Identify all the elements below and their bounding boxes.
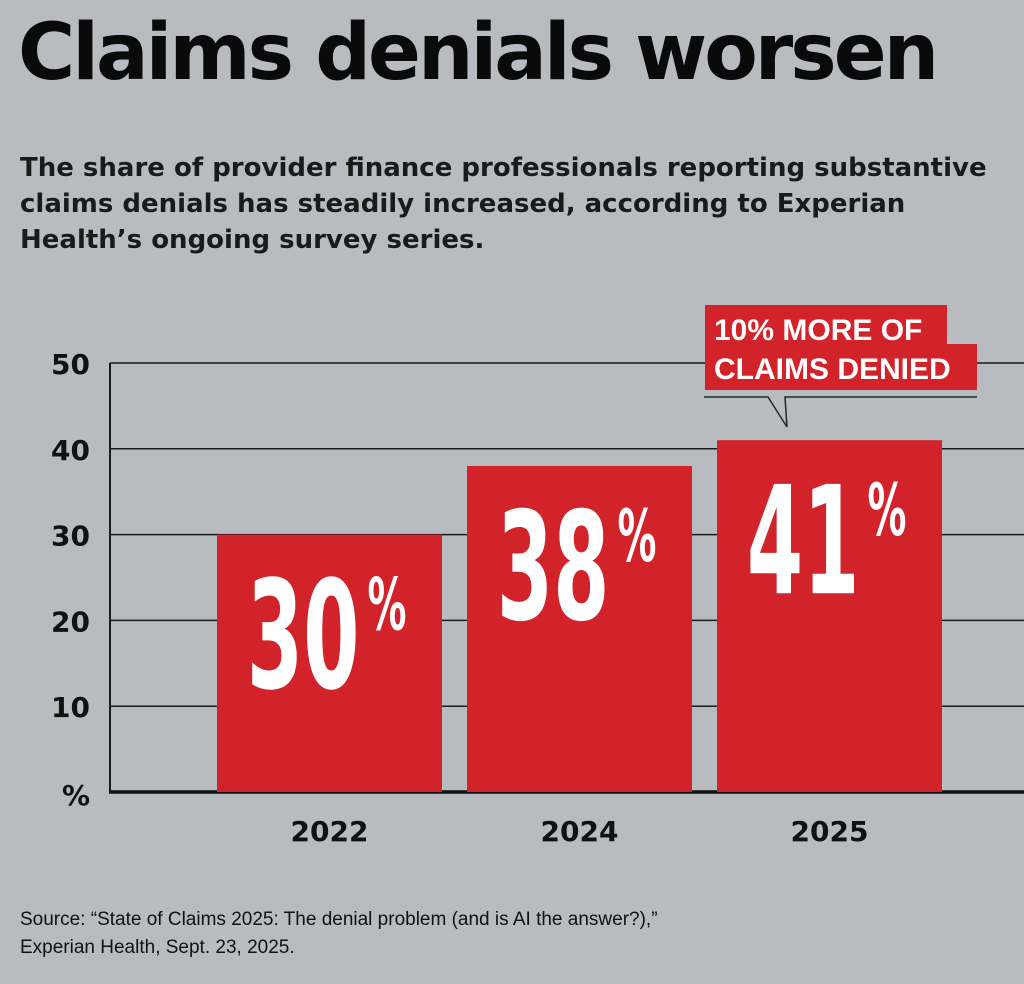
chart-subtitle: The share of provider finance profession…	[20, 153, 987, 255]
data-label: 38	[497, 481, 610, 656]
data-label-percent: %	[368, 564, 407, 648]
callout-annotation: 10% MORE OF CLAIMS DENIED	[704, 305, 977, 428]
data-label-percent: %	[618, 495, 657, 579]
bar-2024	[467, 465, 692, 792]
source-line-2: Experian Health, Sept. 23, 2025.	[20, 937, 295, 958]
data-label: 41	[747, 455, 860, 630]
callout-text: 10% MORE OF	[714, 314, 922, 347]
callout-box-line-2	[705, 344, 977, 390]
data-label-percent: %	[868, 470, 907, 554]
y-tick-label: 40	[51, 434, 90, 467]
data-label: 30	[247, 549, 360, 724]
x-tick-label: 2025	[791, 815, 869, 848]
source-note: Source: “State of Claims 2025: The denia…	[20, 906, 658, 962]
y-axis-ticks: 10 20 30 40 50	[51, 348, 90, 724]
x-tick-label: 2024	[541, 815, 619, 848]
y-axis-label: %	[62, 779, 90, 812]
y-tick-label: 10	[51, 691, 90, 724]
source-line-1: Source: “State of Claims 2025: The denia…	[20, 909, 658, 930]
callout-pointer	[704, 396, 977, 428]
x-tick-label: 2022	[291, 815, 369, 848]
bar-2022	[217, 534, 442, 792]
y-tick-label: 30	[51, 520, 90, 553]
bar-chart: 10 20 30 40 50 % 30 % 2022 38 % 2024 41 % 2025 10% M…	[51, 305, 1024, 848]
callout-text: CLAIMS DENIED	[714, 353, 951, 386]
y-tick-label: 20	[51, 605, 90, 638]
y-tick-label: 50	[51, 348, 90, 381]
bar-2025	[717, 440, 942, 792]
callout-box-line-1	[705, 305, 947, 351]
chart-title: Claims denials worsen	[18, 8, 939, 98]
bars: 30 % 2022 38 % 2024 41 % 2025	[217, 440, 942, 848]
